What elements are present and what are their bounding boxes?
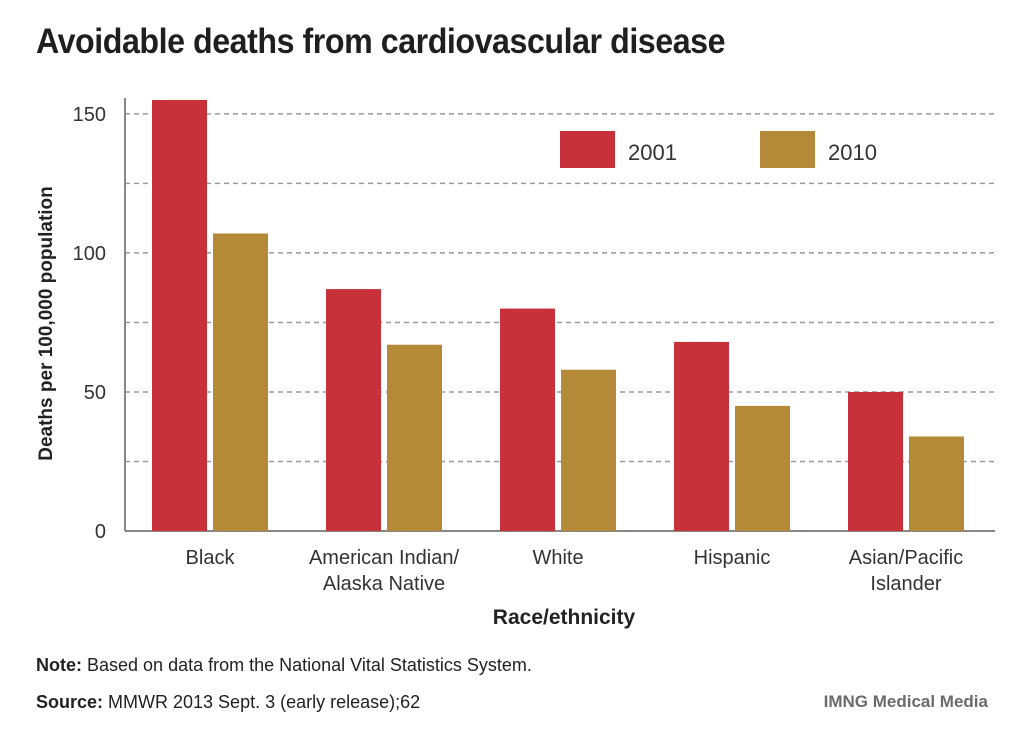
- x-tick-label: Hispanic: [694, 547, 771, 569]
- note-text: Note: Based on data from the National Vi…: [36, 655, 532, 676]
- bar-2010-1: [387, 344, 442, 531]
- x-tick-label: Alaska Native: [323, 573, 445, 595]
- chart-title: Avoidable deaths from cardiovascular dis…: [36, 22, 726, 61]
- y-tick-label: 150: [73, 104, 106, 126]
- x-tick-label: American Indian/: [309, 547, 460, 569]
- bar-2010-3: [735, 405, 790, 531]
- y-axis-label: Deaths per 100,000 population: [36, 186, 57, 461]
- legend-label-2001: 2001: [628, 140, 677, 165]
- y-tick-label: 100: [73, 243, 106, 265]
- y-tick-label: 0: [95, 521, 106, 543]
- bar-2010-0: [213, 233, 268, 532]
- y-tick-label: 50: [84, 382, 106, 404]
- source-body: MMWR 2013 Sept. 3 (early release);62: [103, 692, 421, 712]
- bar-2001-0: [152, 100, 207, 531]
- note-label: Note:: [36, 655, 82, 675]
- source-text: Source: MMWR 2013 Sept. 3 (early release…: [36, 692, 420, 713]
- x-axis-label: Race/ethnicity: [493, 606, 636, 629]
- x-tick-label: White: [532, 547, 583, 569]
- bar-2010-2: [561, 369, 616, 531]
- legend-swatch-2001: [560, 131, 615, 168]
- note-body: Based on data from the National Vital St…: [82, 655, 532, 675]
- bar-2010-4: [909, 436, 964, 531]
- bar-2001-3: [674, 341, 729, 531]
- x-tick-label: Black: [186, 547, 236, 569]
- bar-2001-2: [500, 308, 555, 531]
- x-tick-label: Asian/Pacific: [849, 547, 964, 569]
- x-tick-label: Islander: [870, 573, 941, 595]
- bar-2001-4: [848, 391, 903, 531]
- legend-swatch-2010: [760, 131, 815, 168]
- credit-text: IMNG Medical Media: [823, 692, 988, 711]
- bar-chart: 0 50 100 150 Deaths per 100,000 population Bl…: [36, 98, 995, 629]
- source-label: Source:: [36, 692, 104, 712]
- bar-2001-1: [326, 289, 381, 531]
- legend-label-2010: 2010: [828, 140, 877, 165]
